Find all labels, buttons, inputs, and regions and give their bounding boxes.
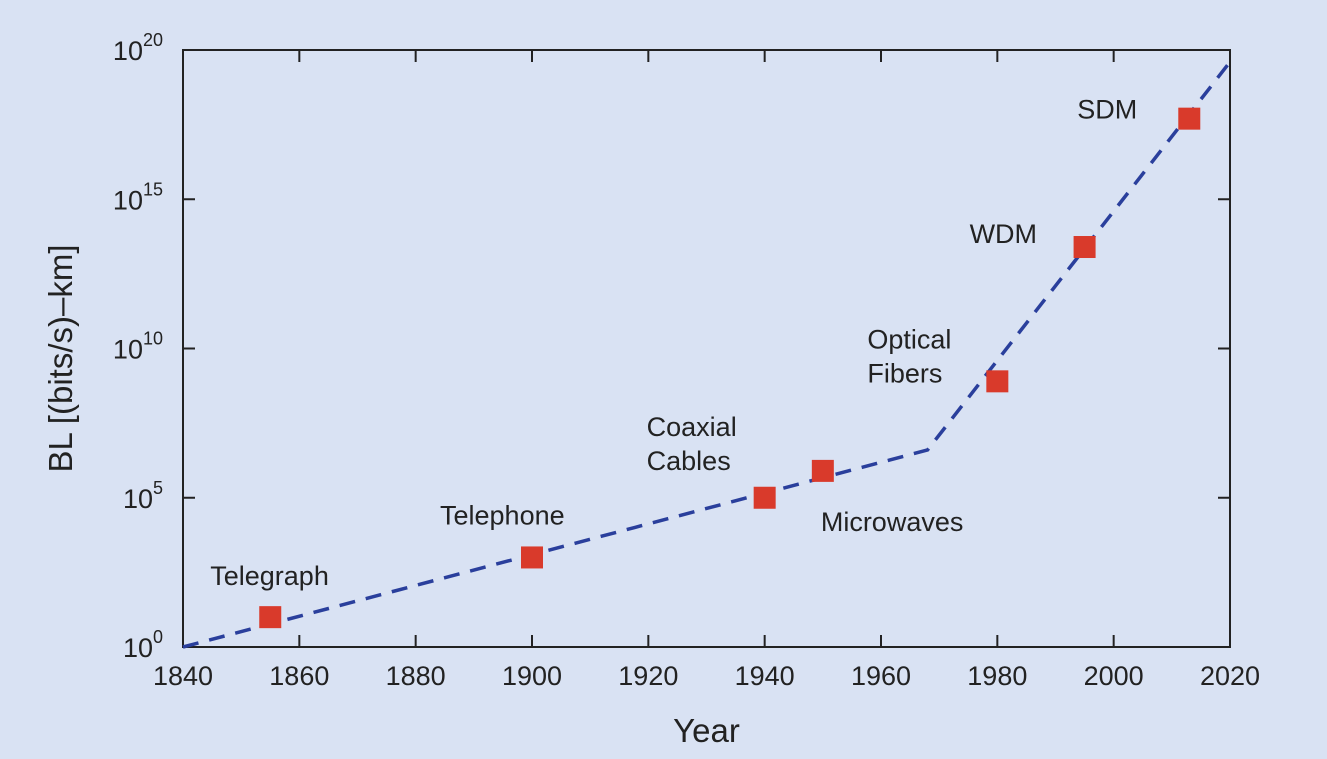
- marker-telephone: [521, 546, 543, 569]
- x-tick-label: 2020: [1200, 661, 1260, 691]
- y-tick-label: 1010: [113, 329, 163, 365]
- marker-coaxial-cables: [753, 486, 776, 509]
- y-tick-label: 105: [123, 478, 163, 514]
- axis-ticks: [182, 49, 1231, 648]
- plot-frame: [182, 49, 1231, 648]
- x-tick-label: 1880: [386, 661, 446, 691]
- point-label-telephone: Telephone: [440, 500, 565, 530]
- y-tick-label: 1015: [113, 179, 163, 215]
- y-axis-title: BL [(bits/s)–km]: [42, 245, 79, 473]
- x-axis-title: Year: [673, 712, 740, 749]
- x-tick-label: 1860: [269, 661, 329, 691]
- x-tick-label: 1840: [153, 661, 213, 691]
- marker-wdm: [1073, 236, 1096, 259]
- point-label-wdm: WDM: [970, 219, 1037, 249]
- x-tick-label: 1900: [502, 661, 562, 691]
- point-label-optical-fibers: Optical Fibers: [867, 324, 951, 388]
- marker-optical-fibers: [986, 370, 1009, 393]
- x-tick-label: 1920: [618, 661, 678, 691]
- x-tick-label: 1960: [851, 661, 911, 691]
- x-tick-labels: 1840 1860 1880 1900 1920 1940 1960 1980 2000 2020: [153, 661, 1260, 691]
- x-tick-label: 1940: [735, 661, 795, 691]
- marker-microwaves: [811, 459, 834, 482]
- data-markers: [259, 107, 1201, 629]
- point-labels: Telegraph Telephone Coaxial Cables Microwave…: [210, 95, 1137, 591]
- y-tick-labels: 100 105 1010 1015 1020: [113, 30, 163, 663]
- x-tick-label: 1980: [967, 661, 1027, 691]
- point-label-telegraph: Telegraph: [210, 561, 329, 591]
- x-tick-label: 2000: [1084, 661, 1144, 691]
- y-tick-label: 1020: [113, 30, 163, 66]
- trend-line: [182, 60, 1232, 649]
- y-tick-label: 100: [123, 627, 163, 663]
- marker-telegraph: [259, 606, 282, 629]
- point-label-sdm: SDM: [1077, 95, 1137, 125]
- point-label-coaxial-cables: Coaxial Cables: [647, 412, 737, 476]
- marker-sdm: [1178, 107, 1201, 130]
- point-label-microwaves: Microwaves: [821, 507, 964, 537]
